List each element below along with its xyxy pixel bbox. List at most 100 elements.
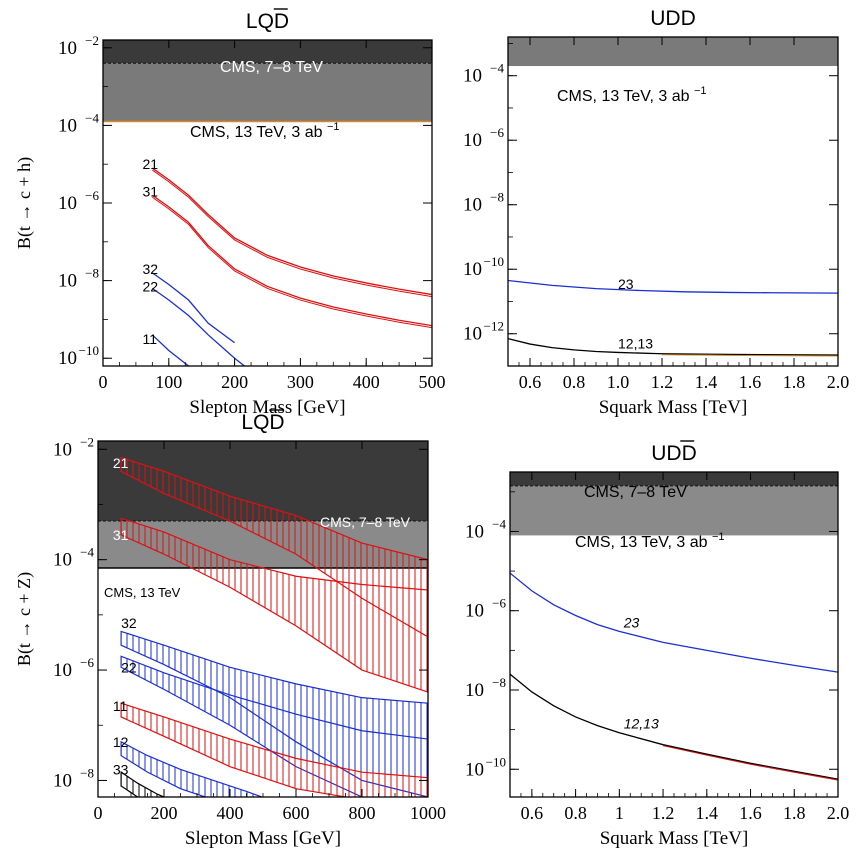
series-label-12: 12 <box>113 734 129 750</box>
x-axis-label: Slepton Mass [GeV] <box>189 397 345 418</box>
series-band-12 <box>120 740 264 797</box>
limit-label-sup: −1 <box>712 531 725 543</box>
y-tick-label: 10 <box>53 550 72 571</box>
y-tick-label: 10 <box>465 521 484 542</box>
y-tick-label: 10 <box>58 115 77 136</box>
y-tick-exponent: −2 <box>85 33 99 48</box>
y-tick-exponent: −4 <box>85 110 99 125</box>
series-line-22 <box>151 287 245 366</box>
limit-label: CMS, 13 TeV, 3 ab −1 <box>575 531 725 551</box>
x-tick-label: 400 <box>353 372 380 392</box>
series-label-21: 21 <box>113 455 129 471</box>
y-tick-exponent: −6 <box>492 596 506 611</box>
exclusion-band <box>103 63 432 122</box>
chart-panel-1: CMS, 7–8 TeV CMS, 13 TeV, 3 ab −1 21 31 3222… <box>14 8 446 418</box>
x-tick-label: 0.6 <box>521 803 544 823</box>
series-label-33: 33 <box>113 761 129 777</box>
series-line-11 <box>151 334 190 366</box>
series-label-23: 23 <box>618 276 634 292</box>
y-tick-label: 10 <box>465 680 484 701</box>
y-tick-exponent: −4 <box>80 545 94 560</box>
y-tick-exponent: −6 <box>80 655 94 670</box>
y-axis-label: B(t → c + h) <box>14 157 35 249</box>
x-tick-label: 1 <box>615 803 624 823</box>
chart-title: UDD <box>651 442 697 465</box>
y-tick-exponent: −6 <box>490 125 504 140</box>
x-tick-label: 0 <box>99 372 108 392</box>
series-label-31: 31 <box>113 527 129 543</box>
x-tick-label: 500 <box>419 372 446 392</box>
x-tick-label: 1.2 <box>652 803 675 823</box>
y-tick-label: 10 <box>463 195 482 216</box>
x-tick-label: 0 <box>94 803 103 823</box>
series-label-22: 22 <box>121 659 137 675</box>
limit-label-sup: −1 <box>694 85 707 97</box>
chart-title: LQD <box>246 10 289 33</box>
series-line-12,13-overlay <box>661 354 838 357</box>
y-tick-exponent: −8 <box>492 675 506 690</box>
series-line-12,13 <box>508 337 838 356</box>
series-line-23 <box>508 279 838 294</box>
y-tick-label: 10 <box>58 38 77 59</box>
y-tick-exponent: −10 <box>484 254 504 269</box>
limit-label: CMS, 13 TeV <box>104 585 181 600</box>
y-tick-label: 10 <box>53 660 72 681</box>
x-axis-label: Squark Mass [TeV] <box>599 397 748 418</box>
x-tick-label: 800 <box>349 803 376 823</box>
x-tick-label: 1.4 <box>696 803 719 823</box>
series-label-11: 11 <box>113 698 128 714</box>
x-tick-label: 2.0 <box>827 372 850 392</box>
x-tick-label: 1.0 <box>607 372 630 392</box>
series-label-12,13: 12,13 <box>618 335 653 351</box>
x-axis-label: Slepton Mass [GeV] <box>185 828 341 849</box>
series-line-31 <box>151 194 432 327</box>
chart-panel-2: CMS, 13 TeV, 3 ab −1 23 12,13 0.6 0.8 1.0 1.2 1… <box>463 7 849 418</box>
limit-label: CMS, 13 TeV, 3 ab −1 <box>190 121 340 141</box>
x-axis-label: Squark Mass [TeV] <box>600 828 749 849</box>
x-tick-label: 200 <box>151 803 178 823</box>
x-tick-label: 1.8 <box>783 372 806 392</box>
band-label: CMS, 7–8 TeV <box>320 514 411 530</box>
limit-label: CMS, 13 TeV, 3 ab −1 <box>557 85 707 105</box>
band-label: CMS, 7–8 TeV <box>584 484 687 501</box>
limit-label-sup: −1 <box>327 121 340 133</box>
x-tick-label: 100 <box>155 372 182 392</box>
x-tick-label: 200 <box>221 372 248 392</box>
y-tick-label: 10 <box>463 66 482 87</box>
y-tick-exponent: −8 <box>490 190 504 205</box>
chart-title: LQD <box>241 411 284 434</box>
y-tick-exponent: −4 <box>492 516 506 531</box>
y-tick-label: 10 <box>463 130 482 151</box>
plot-frame <box>507 36 839 367</box>
x-tick-label: 1.8 <box>783 803 806 823</box>
y-axis-label: B(t → c + Z) <box>14 572 35 666</box>
plot-area <box>98 441 428 797</box>
exclusion-band <box>103 40 432 64</box>
y-tick-exponent: −12 <box>484 319 504 334</box>
y-tick-label: 10 <box>58 271 77 292</box>
band-label: CMS, 7–8 TeV <box>220 59 323 76</box>
y-tick-exponent: −6 <box>85 188 99 203</box>
y-tick-exponent: −8 <box>80 765 94 780</box>
series-band-33 <box>120 771 166 797</box>
x-tick-label: 1000 <box>410 803 446 823</box>
series-line-12,13-overlay <box>662 745 838 781</box>
y-tick-label: 10 <box>463 324 482 345</box>
y-tick-label: 10 <box>53 439 72 460</box>
y-tick-label: 10 <box>53 770 72 791</box>
series-label-21: 21 <box>142 156 158 172</box>
series-label-31: 31 <box>142 183 158 199</box>
x-tick-label: 300 <box>287 372 314 392</box>
y-tick-exponent: −10 <box>79 343 99 358</box>
series-label-12,13: 12,13 <box>624 716 659 732</box>
series-line-23 <box>510 572 838 673</box>
y-tick-label: 10 <box>465 601 484 622</box>
chart-panel-4: CMS, 7–8 TeV CMS, 13 TeV, 3 ab −1 23 12,13 0… <box>465 440 849 849</box>
exclusion-band <box>510 485 838 536</box>
x-tick-label: 400 <box>217 803 244 823</box>
series-label-22: 22 <box>142 278 158 294</box>
series-label-32: 32 <box>142 261 158 277</box>
series-band-21 <box>120 456 428 638</box>
y-tick-exponent: −8 <box>85 266 99 281</box>
